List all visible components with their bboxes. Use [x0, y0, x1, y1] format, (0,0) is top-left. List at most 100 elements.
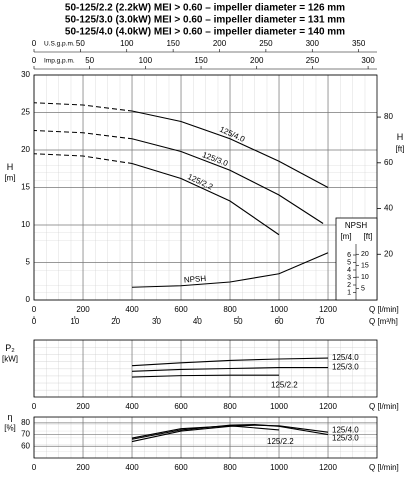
top-axis-tick-label: 350: [352, 39, 366, 48]
x-tick-label: 1200: [319, 463, 337, 472]
curve: [131, 424, 329, 443]
top-axis-tick-label: 250: [306, 56, 320, 65]
npsh-tick-label: 2: [347, 282, 351, 289]
top-axis-tick-label: 150: [194, 56, 208, 65]
y-tick-label: 15: [21, 183, 30, 192]
npsh-tick-label: 20: [361, 251, 369, 258]
curve: [131, 367, 328, 372]
npsh-unit: [ft]: [364, 232, 373, 241]
curve-label: 125/2.2: [267, 437, 294, 446]
x-tick-label: 0: [32, 463, 37, 472]
bottom-axis-tick-label: 40: [193, 317, 202, 326]
curve-label: 125/3.0: [332, 363, 359, 372]
x-tick-label: 0: [32, 305, 37, 314]
y-axis-label: H: [7, 162, 14, 172]
curve-label: 125/3.0: [332, 434, 359, 443]
y-tick-label: 5: [26, 258, 31, 267]
y-tick-label: 60: [21, 441, 30, 450]
bottom-axis-tick-label: 10: [70, 317, 79, 326]
x-axis-label: Q [l/min]: [369, 463, 399, 472]
top-axis-tick-label: 300: [361, 56, 375, 65]
top-axis-tick-label: 250: [259, 39, 273, 48]
bottom-axis-tick-label: 50: [234, 317, 243, 326]
x-tick-label: 800: [223, 402, 237, 411]
x-tick-label: 200: [76, 402, 90, 411]
x-tick-label: 800: [223, 305, 237, 314]
top-axis-tick-label: 100: [120, 39, 134, 48]
x-tick-label: 1200: [319, 402, 337, 411]
x-tick-label: 600: [174, 463, 188, 472]
top-axis-tick-label: 300: [306, 39, 320, 48]
x-tick-label: 400: [125, 305, 139, 314]
y-axis-unit: [%]: [4, 424, 16, 433]
npsh-tick-label: 1: [347, 289, 351, 296]
y-tick-label: 70: [21, 430, 30, 439]
top-axis-label: U.S.g.p.m.: [44, 41, 75, 48]
top-axis-tick-label: 100: [139, 56, 153, 65]
top-axis-tick-label: 150: [166, 39, 180, 48]
chart-title: 50-125/3.0 (3.0kW) MEI > 0.60 – impeller…: [65, 15, 345, 26]
top-axis-tick-label: 0: [32, 39, 37, 48]
y-axis-label: η: [7, 412, 12, 422]
x-tick-label: 1200: [319, 305, 337, 314]
x-tick-label: 1000: [270, 305, 288, 314]
x-tick-label: 800: [223, 463, 237, 472]
y-axis-label: P₂: [5, 343, 15, 353]
bottom-axis-tick-label: 30: [152, 317, 161, 326]
curve: [33, 129, 324, 224]
bottom-axis-tick-label: 70: [315, 317, 324, 326]
curve: [131, 425, 280, 439]
curve: [131, 252, 329, 288]
npsh-tick-label: 10: [361, 274, 369, 281]
npsh-tick-label: 15: [361, 263, 369, 270]
chart-title: 50-125/4.0 (4.0kW) MEI > 0.60 – impeller…: [65, 27, 345, 38]
plot-area: [34, 417, 377, 458]
y-tick-label: 10: [21, 220, 30, 229]
x-tick-label: 600: [174, 305, 188, 314]
curve: [33, 153, 280, 236]
y2-tick-label: 20: [384, 249, 393, 258]
x-axis-label: Q [l/min]: [369, 305, 399, 314]
x-tick-label: 600: [174, 402, 188, 411]
npsh-tick-label: 3: [347, 274, 351, 281]
y2-tick-label: 40: [384, 204, 393, 213]
bottom-axis-tick-label: 20: [111, 317, 120, 326]
bottom-axis-tick-label: 0: [32, 317, 37, 326]
curve: [131, 357, 329, 367]
npsh-tick-label: 4: [347, 267, 351, 274]
x-tick-label: 1000: [270, 402, 288, 411]
y2-tick-label: 60: [384, 158, 393, 167]
npsh-inset: [335, 217, 378, 301]
y2-axis-unit: [ft]: [396, 145, 405, 154]
x-tick-label: 200: [76, 463, 90, 472]
chart-title: 50-125/2.2 (2.2kW) MEI > 0.60 – impeller…: [65, 3, 345, 14]
plot-frame: [33, 339, 378, 398]
curve-label: NPSH: [184, 274, 207, 285]
y-axis-unit: [m]: [4, 174, 15, 183]
x-tick-label: 1000: [270, 463, 288, 472]
curve-label: 125/2.2: [271, 380, 298, 389]
y-tick-label: 0: [26, 295, 31, 304]
y-tick-label: 25: [21, 108, 30, 117]
top-axis-tick-label: 0: [32, 56, 37, 65]
x-axis-label: Q [l/min]: [369, 402, 399, 411]
top-axis-tick-label: 50: [85, 56, 94, 65]
curve: [131, 424, 329, 440]
y2-axis-label: H: [397, 132, 404, 142]
npsh-tick-label: 5: [347, 259, 351, 266]
x-tick-label: 0: [32, 402, 37, 411]
top-axis-tick-label: 200: [213, 39, 227, 48]
x-tick-label: 400: [125, 402, 139, 411]
npsh-unit: [m]: [340, 232, 351, 241]
bottom-axis-label: Q [m³/h]: [369, 317, 398, 326]
y-tick-label: 80: [21, 418, 30, 427]
top-axis-tick-label: 50: [76, 39, 85, 48]
plot-frame: [33, 74, 378, 301]
top-axis-label: Imp.g.p.m.: [44, 58, 75, 65]
y-tick-label: 30: [21, 70, 30, 79]
x-tick-label: 400: [125, 463, 139, 472]
curve: [33, 102, 329, 188]
npsh-label: NPSH: [345, 221, 367, 230]
y2-tick-label: 80: [384, 112, 393, 121]
